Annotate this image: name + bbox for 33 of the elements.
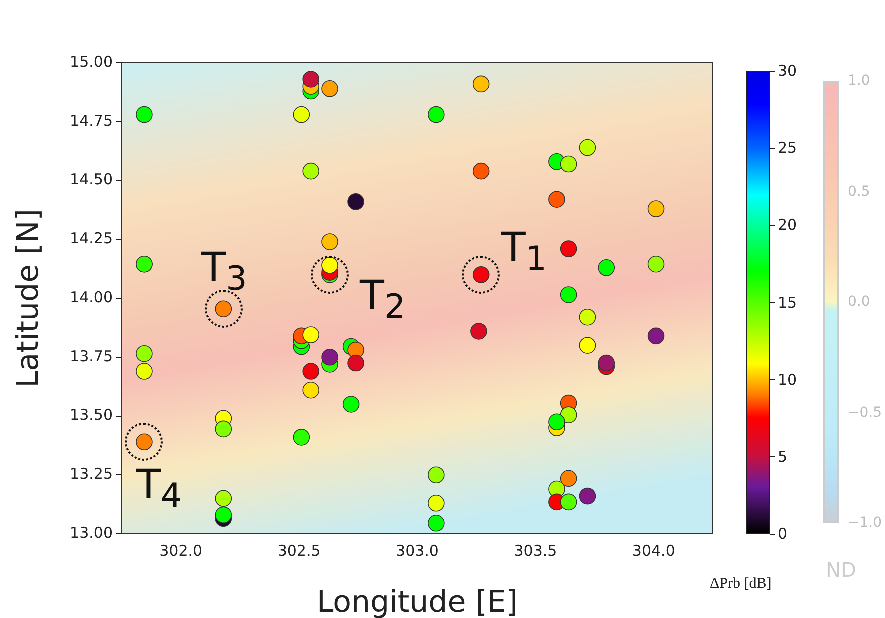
color-bar-label: 20 <box>778 216 798 234</box>
text: −0.5 <box>848 404 882 422</box>
y-tick-label: 14.50 <box>70 170 113 189</box>
y-tick-label: 13.50 <box>70 406 113 424</box>
color-bar-label: 10 <box>778 370 798 389</box>
color-bar-label: 25 <box>778 139 798 158</box>
y-tick-label: 14.75 <box>70 112 113 130</box>
color-bar-label: 0 <box>778 525 788 543</box>
annotation: T$_{4}$ <box>136 462 182 518</box>
y-tick-label: 15.00 <box>70 52 113 71</box>
text: 1.0 <box>848 72 870 90</box>
text: 0.0 <box>848 293 870 311</box>
x-tick-label: 302.5 <box>278 542 321 560</box>
color-bar-label: 30 <box>778 62 798 80</box>
annotation: T$_{3}$ <box>202 245 248 300</box>
color-bar-title: ΔPrb [dB] <box>710 576 772 593</box>
annotation: T$_{1}$ <box>501 224 547 280</box>
y-tick-label: 14.00 <box>70 288 113 306</box>
x-tick-label: 303.0 <box>396 542 439 560</box>
text: 0.5 <box>848 182 870 200</box>
x-tick-label: 303.5 <box>514 542 558 560</box>
y-tick-label: 13.75 <box>70 347 113 366</box>
y-axis-title: Latitude [N] <box>10 209 46 388</box>
annotation: T$_{2}$ <box>360 272 406 328</box>
x-tick-label: 302.0 <box>160 542 203 560</box>
x-tick-label: 304.0 <box>632 542 676 560</box>
y-tick-label: 13.25 <box>70 465 113 484</box>
x-axis-title: Longitude [E] <box>316 584 518 618</box>
text: −1.0 <box>848 514 882 532</box>
color-bar-label: 15 <box>778 294 798 312</box>
color-bar-label: 5 <box>778 448 788 466</box>
y-tick-label: 14.25 <box>70 230 113 248</box>
y-tick-label: 13.00 <box>70 524 113 542</box>
